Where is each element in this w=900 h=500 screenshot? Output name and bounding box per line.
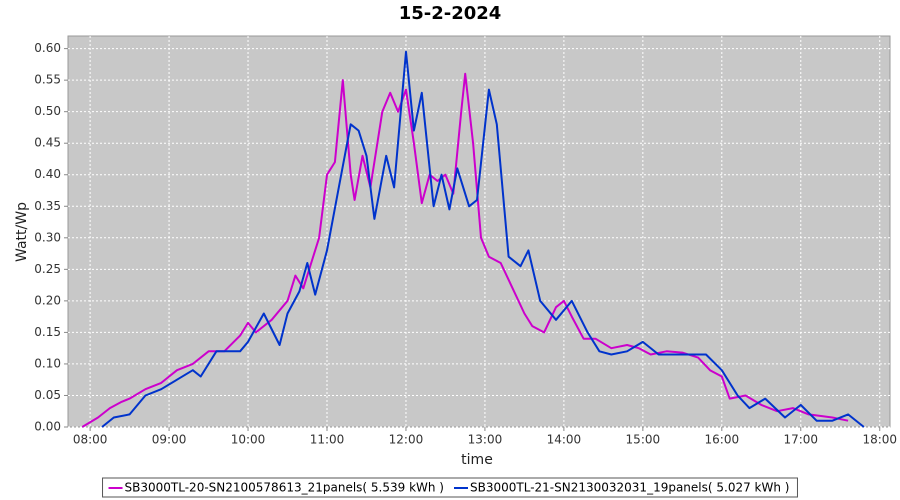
y-tick-label: 0.10 [34, 356, 61, 370]
y-tick-label: 0.20 [34, 293, 61, 307]
y-tick-label: 0.50 [34, 104, 61, 118]
series-line [101, 50, 865, 428]
x-tick-label: 14:00 [547, 433, 582, 447]
x-tick-label: 18:00 [862, 433, 897, 447]
plot-area [67, 35, 891, 428]
y-tick-label: 0.30 [34, 230, 61, 244]
y-tick-label: 0.15 [34, 325, 61, 339]
legend-label: SB3000TL-21-SN2130032031_19panels( 5.027… [470, 481, 789, 495]
y-tick-label: 0.55 [34, 73, 61, 87]
x-tick-label: 13:00 [468, 433, 503, 447]
x-tick-label: 09:00 [152, 433, 187, 447]
y-tick-label: 0.45 [34, 136, 61, 150]
legend-box [102, 477, 798, 498]
x-tick-label: 17:00 [783, 433, 818, 447]
series-line [81, 72, 849, 428]
x-tick-label: 10:00 [231, 433, 266, 447]
x-tick-label: 12:00 [389, 433, 424, 447]
y-tick-label: 0.25 [34, 262, 61, 276]
legend-label: SB3000TL-20-SN2100578613_21panels( 5.539… [125, 481, 444, 495]
y-tick-label: 0.40 [34, 167, 61, 181]
y-axis-title: Watt/Wp [14, 202, 30, 262]
y-tick-label: 0.35 [34, 199, 61, 213]
x-tick-label: 08:00 [73, 433, 108, 447]
y-tick-label: 0.60 [34, 41, 61, 55]
x-tick-label: 16:00 [705, 433, 740, 447]
x-axis-title: time [461, 452, 493, 468]
y-tick-label: 0.05 [34, 388, 61, 402]
y-tick-label: 0.00 [34, 420, 61, 434]
chart-title: 15-2-2024 [399, 3, 502, 24]
x-tick-label: 15:00 [626, 433, 661, 447]
x-tick-label: 11:00 [310, 433, 345, 447]
